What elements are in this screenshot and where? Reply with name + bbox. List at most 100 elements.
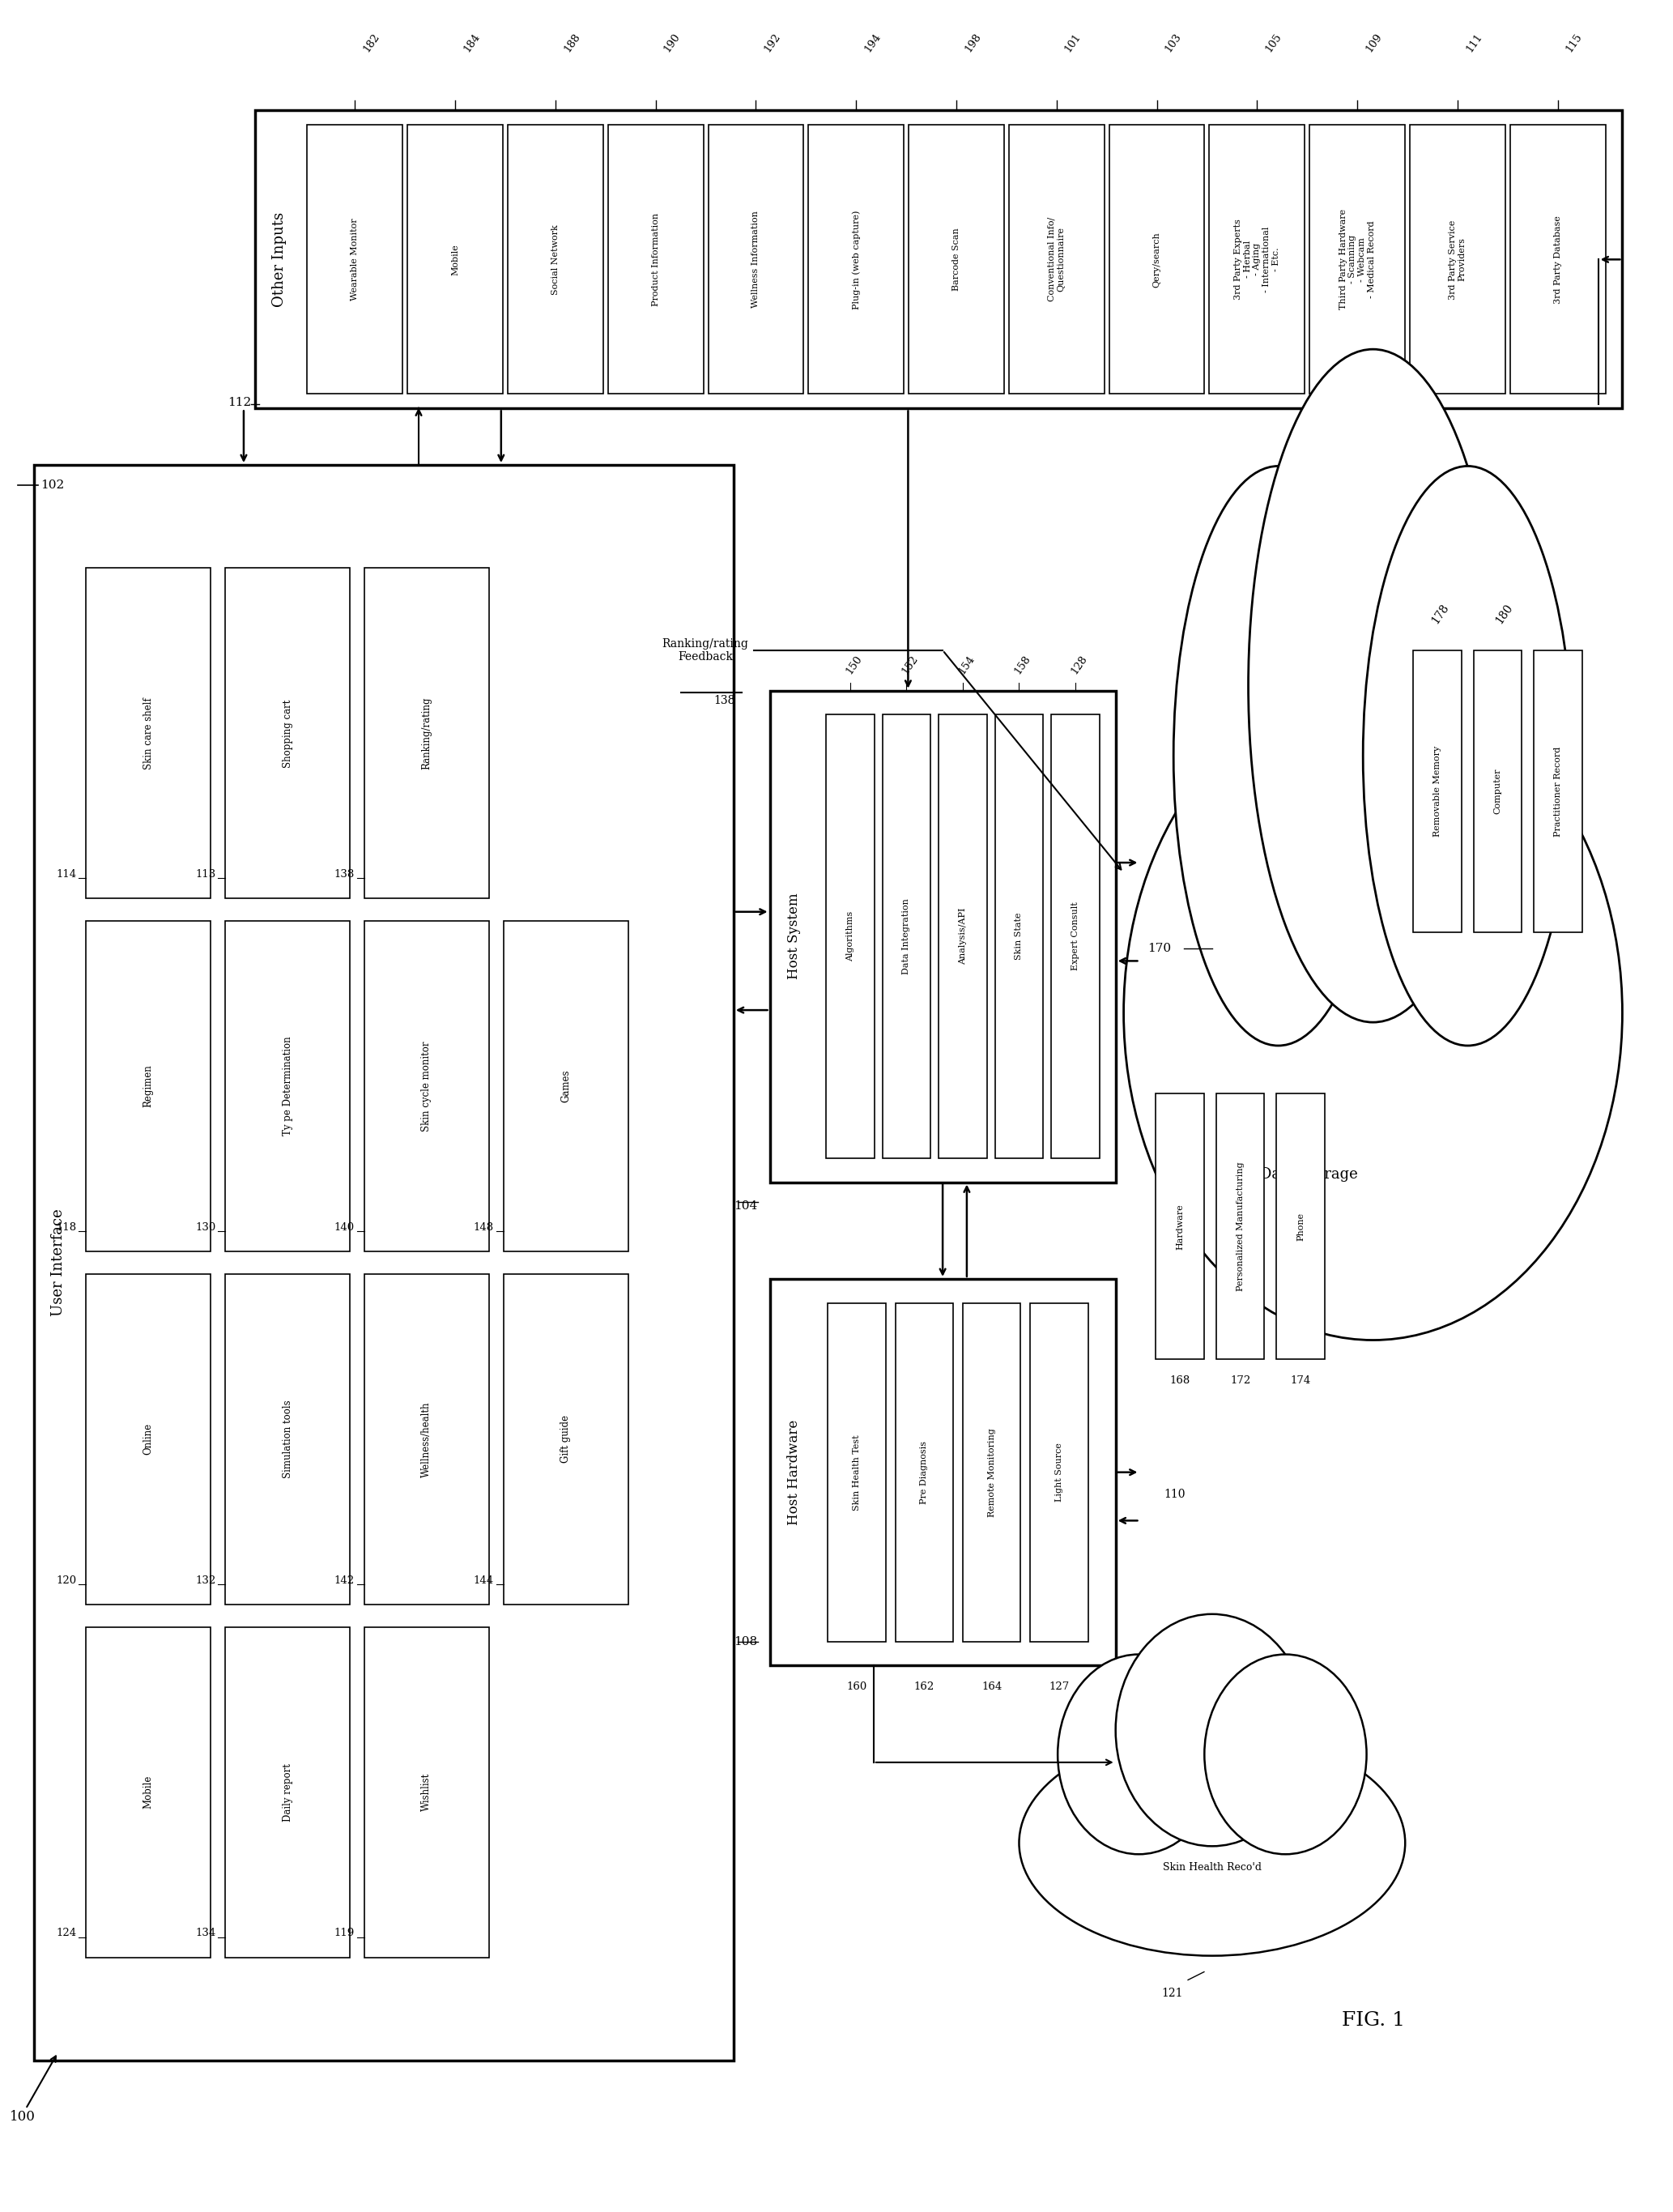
Text: Removable Memory: Removable Memory	[1434, 745, 1442, 836]
FancyBboxPatch shape	[1310, 124, 1405, 394]
Text: 182: 182	[361, 31, 381, 53]
Text: Games: Games	[560, 1071, 570, 1102]
FancyBboxPatch shape	[254, 111, 1623, 409]
Text: Pre Diagnosis: Pre Diagnosis	[920, 1440, 929, 1504]
FancyBboxPatch shape	[995, 714, 1044, 1157]
Text: Skin Health Test: Skin Health Test	[853, 1433, 860, 1511]
Text: Wellness/health: Wellness/health	[422, 1402, 432, 1478]
Text: Skin care shelf: Skin care shelf	[144, 697, 154, 770]
Text: Skin Health Reco'd: Skin Health Reco'd	[1163, 1863, 1261, 1871]
Text: 152: 152	[900, 653, 920, 677]
Text: Light Source: Light Source	[1056, 1442, 1064, 1502]
Text: Third Party Hardware
- Scanning
- Webcam
- Medical Record: Third Party Hardware - Scanning - Webcam…	[1338, 210, 1375, 310]
Text: Ranking/rating
Feedback: Ranking/rating Feedback	[663, 637, 748, 664]
Text: 132: 132	[196, 1575, 216, 1586]
Text: Other Inputs: Other Inputs	[271, 212, 286, 307]
Ellipse shape	[1124, 686, 1623, 1340]
Text: Remote Monitoring: Remote Monitoring	[987, 1427, 995, 1517]
Text: Practitioner Record: Practitioner Record	[1554, 745, 1563, 836]
Text: Algorithms: Algorithms	[847, 911, 855, 962]
FancyBboxPatch shape	[365, 1274, 489, 1604]
FancyBboxPatch shape	[85, 1274, 211, 1604]
FancyBboxPatch shape	[226, 568, 350, 898]
Text: Regimen: Regimen	[144, 1064, 154, 1108]
FancyBboxPatch shape	[1276, 1093, 1325, 1360]
Text: Skin cycle monitor: Skin cycle monitor	[422, 1042, 432, 1130]
Text: 194: 194	[863, 31, 883, 53]
Text: 111: 111	[1464, 31, 1484, 53]
FancyBboxPatch shape	[1109, 124, 1205, 394]
Text: Conventional Info/
Questionnaire: Conventional Info/ Questionnaire	[1047, 217, 1066, 301]
Text: Plug-in (web capture): Plug-in (web capture)	[852, 210, 860, 310]
Text: Data Storage: Data Storage	[1260, 1166, 1357, 1181]
FancyBboxPatch shape	[895, 1303, 954, 1641]
Ellipse shape	[1205, 1655, 1367, 1854]
FancyBboxPatch shape	[1051, 714, 1099, 1157]
Text: 140: 140	[335, 1221, 355, 1232]
FancyBboxPatch shape	[33, 465, 733, 2062]
FancyBboxPatch shape	[365, 1628, 489, 1958]
Text: Shopping cart: Shopping cart	[283, 699, 293, 768]
Text: 3rd Party Database: 3rd Party Database	[1554, 215, 1563, 303]
Text: 164: 164	[982, 1681, 1002, 1692]
FancyBboxPatch shape	[770, 690, 1116, 1181]
Text: Social Network: Social Network	[552, 223, 559, 294]
Ellipse shape	[1363, 467, 1573, 1046]
Text: 188: 188	[562, 31, 582, 53]
Text: 3rd Party Experts
- Herbal
- Aging
- International
- Etc.: 3rd Party Experts - Herbal - Aging - Int…	[1235, 219, 1280, 301]
FancyBboxPatch shape	[85, 568, 211, 898]
Text: 119: 119	[335, 1929, 355, 1938]
Text: 102: 102	[40, 480, 64, 491]
Text: 154: 154	[957, 653, 977, 677]
Text: 128: 128	[1069, 653, 1089, 677]
FancyBboxPatch shape	[226, 1274, 350, 1604]
Text: Qery/search: Qery/search	[1153, 232, 1161, 288]
Ellipse shape	[1019, 1730, 1405, 1955]
Text: 115: 115	[1564, 31, 1584, 53]
Text: Wellness Information: Wellness Information	[751, 210, 760, 307]
FancyBboxPatch shape	[408, 124, 504, 394]
FancyBboxPatch shape	[85, 1628, 211, 1958]
FancyBboxPatch shape	[1511, 124, 1606, 394]
Text: 174: 174	[1290, 1376, 1312, 1387]
Text: 108: 108	[734, 1637, 758, 1648]
FancyBboxPatch shape	[1474, 650, 1522, 931]
Text: 138: 138	[335, 869, 355, 880]
FancyBboxPatch shape	[365, 920, 489, 1252]
Text: 150: 150	[843, 653, 863, 677]
Ellipse shape	[1116, 1615, 1308, 1847]
Text: Host Hardware: Host Hardware	[786, 1420, 801, 1524]
Text: Mobile: Mobile	[144, 1776, 154, 1809]
Text: Mobile: Mobile	[452, 243, 458, 274]
Text: 105: 105	[1263, 31, 1283, 53]
Text: Ranking/rating: Ranking/rating	[422, 697, 432, 770]
Text: 148: 148	[473, 1221, 494, 1232]
Text: Data Integration: Data Integration	[902, 898, 910, 975]
Text: 110: 110	[1164, 1489, 1186, 1500]
Ellipse shape	[1173, 467, 1384, 1046]
Text: Host System: Host System	[786, 894, 801, 980]
Text: Wishlist: Wishlist	[422, 1774, 432, 1812]
FancyBboxPatch shape	[226, 1628, 350, 1958]
FancyBboxPatch shape	[1414, 650, 1462, 931]
FancyBboxPatch shape	[85, 920, 211, 1252]
Text: User Interface: User Interface	[50, 1210, 65, 1316]
Text: 184: 184	[462, 31, 482, 53]
Text: FIG. 1: FIG. 1	[1342, 2011, 1405, 2031]
FancyBboxPatch shape	[770, 1279, 1116, 1666]
Text: 103: 103	[1163, 31, 1183, 53]
Text: 100: 100	[10, 2110, 35, 2124]
Text: 114: 114	[57, 869, 77, 880]
Text: Computer: Computer	[1494, 768, 1502, 814]
Text: 180: 180	[1494, 602, 1516, 626]
Text: 138: 138	[713, 695, 734, 706]
Text: 134: 134	[196, 1929, 216, 1938]
FancyBboxPatch shape	[1216, 1093, 1265, 1360]
Text: 112: 112	[228, 398, 251, 409]
Text: 162: 162	[913, 1681, 935, 1692]
Text: 130: 130	[196, 1221, 216, 1232]
Text: Product Information: Product Information	[651, 212, 659, 305]
Text: Analysis/API: Analysis/API	[959, 907, 967, 964]
Text: 178: 178	[1429, 602, 1450, 626]
Text: 104: 104	[734, 1201, 758, 1212]
